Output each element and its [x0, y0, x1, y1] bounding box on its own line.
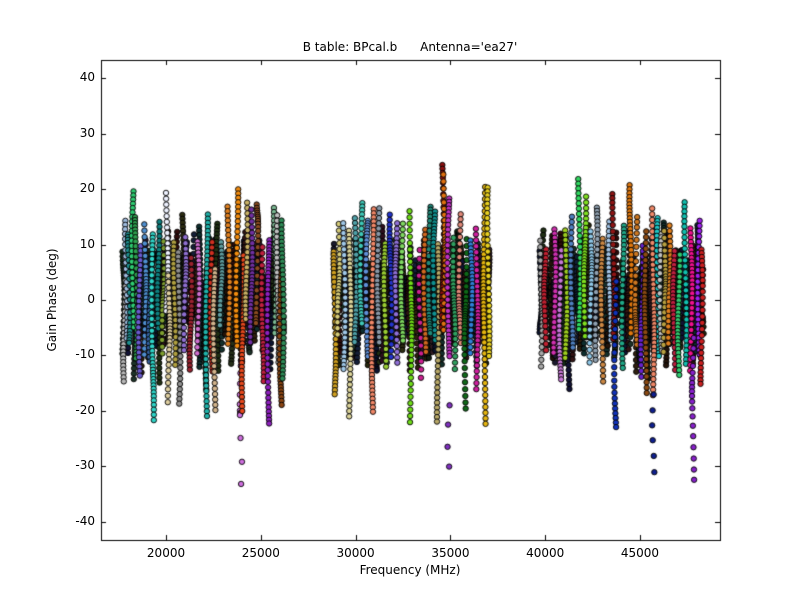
y-tick-label: -40: [75, 513, 95, 528]
y-tick-label: -30: [75, 458, 95, 473]
x-tick-label: 35000: [431, 546, 470, 560]
y-tick-label: 30: [79, 125, 95, 140]
x-tick-label: 45000: [620, 546, 660, 560]
x-tick-label: 25000: [241, 546, 280, 560]
x-axis-label: Frequency (MHz): [359, 563, 461, 577]
y-tick-label: 20: [79, 181, 95, 196]
y-tick-label: 10: [79, 236, 95, 251]
y-tick-label: -20: [75, 402, 95, 417]
x-tick-label: 40000: [526, 546, 565, 560]
y-tick-label: -10: [75, 347, 95, 362]
y-tick-label: 0: [87, 292, 95, 306]
x-tick-label: 30000: [336, 546, 375, 560]
x-tick-label: 20000: [146, 546, 186, 560]
figure-title: B table: BPcal.b Antenna='ea27': [302, 40, 518, 54]
y-tick-label: 40: [79, 70, 95, 85]
y-axis-label: Gain Phase (deg): [45, 248, 59, 352]
